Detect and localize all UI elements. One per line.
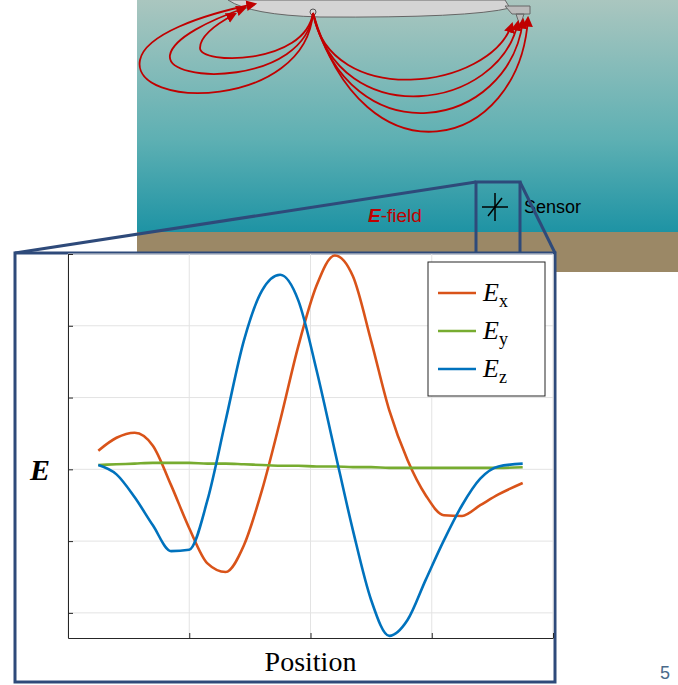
y-axis-title: E: [29, 453, 50, 486]
y-tick: [68, 469, 73, 470]
zoom-connector: [520, 182, 555, 253]
grid-line: [310, 254, 311, 638]
grid-line: [553, 254, 554, 638]
sensor: [482, 193, 508, 221]
y-tick: [68, 398, 73, 399]
field-line: [313, 13, 523, 113]
y-tick: [68, 326, 73, 327]
field-line: [200, 13, 313, 58]
legend: Ex Ey Ez: [428, 262, 545, 396]
grid-line: [68, 541, 553, 542]
x-axis-line: [69, 638, 554, 639]
x-tick: [432, 633, 433, 638]
legend-label: Ez: [482, 354, 507, 387]
legend-label: Ex: [482, 278, 508, 311]
x-tick-mark: [553, 633, 554, 638]
zoom-box: [476, 182, 520, 254]
series-line: [98, 463, 522, 468]
grid: [68, 254, 553, 638]
annotation: E-field: [368, 205, 422, 226]
x-tick-mark: [189, 633, 190, 638]
field-line: [170, 8, 313, 74]
y-tick: [68, 254, 73, 255]
page: E-fieldSensor E Position Ex Ey Ez 5: [0, 0, 678, 685]
ship-hull: [228, 0, 510, 17]
legend-swatch: [438, 330, 476, 333]
grid-line: [68, 254, 553, 255]
x-tick: [553, 633, 554, 638]
page-number: 5: [660, 663, 670, 683]
field-line: [313, 13, 518, 96]
illustration: E-fieldSensor: [15, 0, 678, 272]
sea: [137, 0, 678, 232]
legend-swatch: [438, 292, 476, 295]
x-tick: [311, 633, 312, 638]
x-axis: [69, 633, 554, 639]
y-tick: [68, 541, 73, 542]
x-tick-mark: [311, 633, 312, 638]
legend-swatch: [438, 368, 476, 371]
y-tick-mark: [68, 469, 73, 470]
y-tick-mark: [68, 326, 73, 327]
y-axis-line: [68, 255, 69, 639]
y-tick-mark: [68, 613, 73, 614]
legend-box: [428, 262, 545, 396]
grid-line: [68, 254, 69, 638]
legend-label: Ey: [482, 316, 508, 349]
chart-panel: [15, 253, 555, 682]
x-axis-title: Position: [265, 646, 357, 677]
x-tick-mark: [432, 633, 433, 638]
field-line: [313, 13, 528, 132]
grid-line: [68, 397, 553, 398]
y-tick: [68, 613, 73, 614]
y-tick-mark: [68, 398, 73, 399]
field-line: [140, 4, 313, 93]
zoom-connector: [15, 182, 476, 253]
y-tick-mark: [68, 254, 73, 255]
x-tick: [189, 633, 190, 638]
y-tick-mark: [68, 541, 73, 542]
grid-line: [68, 612, 553, 613]
grid-line: [189, 254, 190, 638]
y-axis: [68, 255, 73, 639]
